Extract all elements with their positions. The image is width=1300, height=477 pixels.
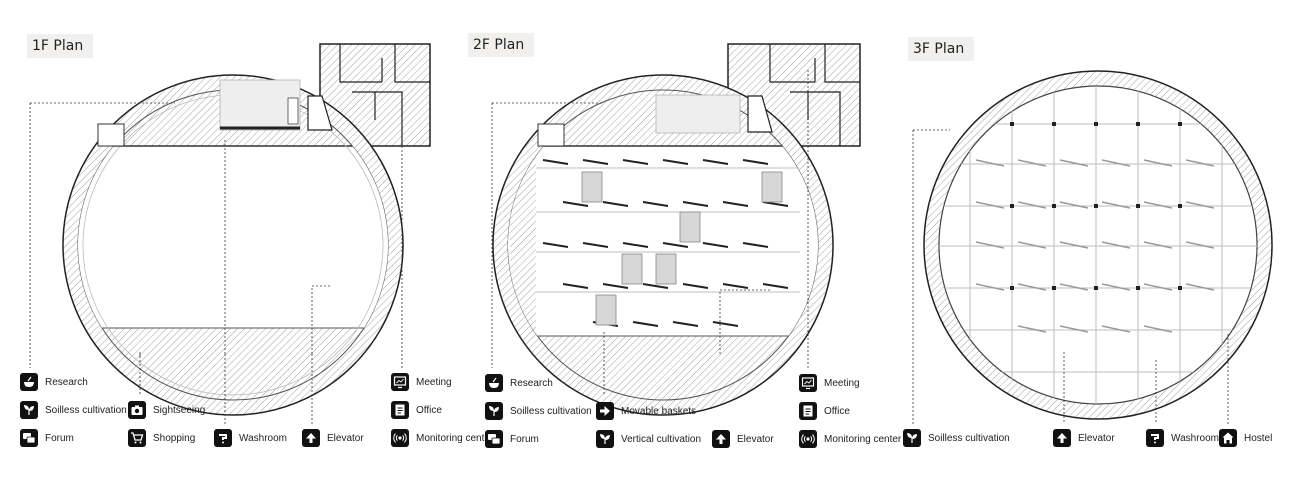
legend-label: Forum — [45, 432, 74, 444]
inner-ring — [938, 85, 1258, 405]
room-research — [97, 123, 125, 147]
plan-title-2f: 2F Plan — [468, 33, 535, 57]
legend-label: Vertical cultivation — [621, 433, 702, 445]
leader-line-lower — [139, 352, 313, 424]
plan-3f-drawing — [912, 70, 1273, 424]
legend-item: Monitoring center — [391, 429, 493, 447]
elevator-core — [747, 95, 773, 133]
legend-label: Research — [45, 376, 88, 388]
legend-item: Soilless cultivation — [20, 401, 127, 419]
cart-icon — [128, 429, 146, 447]
elevator-core — [307, 95, 333, 131]
legend-label: Elevator — [327, 432, 364, 444]
legend-label: Office — [416, 404, 442, 416]
legend-label: Washroom — [1171, 432, 1219, 444]
legend-label: Movable baskets — [621, 405, 697, 417]
legend-label: Meeting — [824, 377, 860, 389]
leader-lines — [491, 70, 809, 396]
plan-1f-drawing — [29, 43, 431, 424]
stair-1f — [287, 97, 299, 125]
faucet-icon — [1146, 429, 1164, 447]
legend-label: Meeting — [416, 376, 452, 388]
bowl-icon — [20, 373, 38, 391]
legend-label: Washroom — [239, 432, 287, 444]
room-research — [537, 123, 565, 147]
monitor-icon — [799, 374, 817, 392]
legend-item: Hostel — [1219, 429, 1272, 447]
house-icon — [1219, 429, 1237, 447]
document-icon — [391, 401, 409, 419]
legend-item: Soilless cultivation — [903, 429, 1010, 447]
legend-item: Office — [799, 402, 850, 420]
legend-label: Soilless cultivation — [45, 404, 127, 416]
broadcast-icon — [799, 430, 817, 448]
legend-item: Sightseeing — [128, 401, 205, 419]
legend-item: Washroom — [214, 429, 287, 447]
legend-label: Monitoring center — [416, 432, 494, 444]
leader-lines — [912, 129, 1229, 424]
annex-walls — [339, 44, 430, 146]
plan-2f-drawing — [491, 43, 861, 416]
legend-item: Shopping — [128, 429, 195, 447]
faucet-icon — [214, 429, 232, 447]
camera-icon — [128, 401, 146, 419]
legend-item: Vertical cultivation — [596, 430, 701, 448]
legend-label: Shopping — [153, 432, 196, 444]
legend-item: Meeting — [799, 374, 860, 392]
chat-icon — [485, 430, 503, 448]
document-icon — [799, 402, 817, 420]
leaf-icon — [596, 430, 614, 448]
leaf-icon — [20, 401, 38, 419]
legend-item: Elevator — [302, 429, 364, 447]
legend-label: Elevator — [1078, 432, 1115, 444]
chat-icon — [20, 429, 38, 447]
legend-item: Monitoring center — [799, 430, 901, 448]
legend-item: Washroom — [1146, 429, 1219, 447]
bowl-icon — [485, 374, 503, 392]
legend-label: Hostel — [1244, 432, 1273, 444]
legend-label: Forum — [510, 433, 539, 445]
legend-label: Monitoring center — [824, 433, 902, 445]
arrow-up-icon — [302, 429, 320, 447]
legend-item: Research — [485, 374, 553, 392]
legend-item: Research — [20, 373, 88, 391]
legend-item: Elevator — [712, 430, 774, 448]
legend-label: Sightseeing — [153, 404, 206, 416]
plan-title-3f: 3F Plan — [908, 37, 975, 61]
broadcast-icon — [391, 429, 409, 447]
legend-label: Soilless cultivation — [928, 432, 1010, 444]
legend-label: Soilless cultivation — [510, 405, 592, 417]
annex-walls — [769, 44, 860, 146]
arrow-up-icon — [712, 430, 730, 448]
legend-item: Forum — [20, 429, 74, 447]
stair-hall — [219, 79, 301, 131]
arrow-up-icon — [1053, 429, 1071, 447]
legend-item: Movable baskets — [596, 402, 696, 420]
legend-item: Elevator — [1053, 429, 1115, 447]
legend-item: Office — [391, 401, 442, 419]
stair-hall — [655, 94, 741, 134]
legend-item: Meeting — [391, 373, 452, 391]
legend-item: Forum — [485, 430, 539, 448]
monitor-icon — [391, 373, 409, 391]
legend-label: Research — [510, 377, 553, 389]
legend-label: Office — [824, 405, 850, 417]
leaf-icon — [485, 402, 503, 420]
plan-title-1f: 1F Plan — [27, 34, 94, 58]
arrow-right-icon — [596, 402, 614, 420]
legend-item: Soilless cultivation — [485, 402, 592, 420]
legend-label: Elevator — [737, 433, 774, 445]
leaf-icon — [903, 429, 921, 447]
